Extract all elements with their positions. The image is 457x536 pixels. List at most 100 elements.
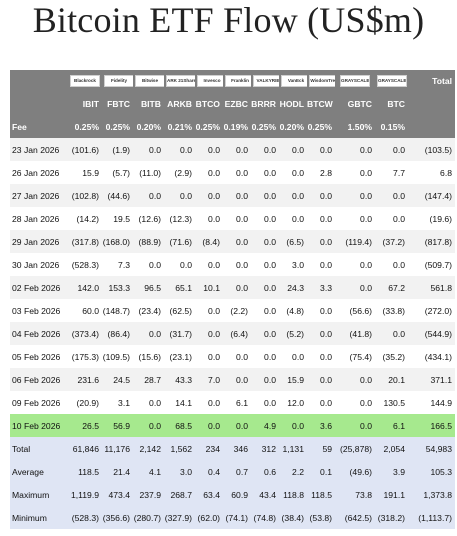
ticker-header: HODL (279, 92, 307, 116)
value-cell: 1,119.9 (68, 483, 102, 506)
value-cell: (528.3) (68, 506, 102, 529)
value-cell: 0.6 (251, 460, 279, 483)
table-row: 23 Jan 2026 (101.6) (1.9) 0.0 0.0 0.0 0.0 0.0 0.… (10, 138, 455, 161)
value-cell: 0.0 (393, 259, 405, 270)
bitwise-logo: Bitwise (135, 75, 164, 87)
ticker-header: BTCW (307, 92, 335, 116)
value-cell: 6.1 (236, 397, 248, 408)
ticker-header: GBTC (335, 92, 375, 116)
ticker-header: BRRR (251, 92, 279, 116)
value-cell: 0.0 (292, 351, 304, 362)
value-cell: (38.4) (279, 506, 307, 529)
value-cell: 26.5 (68, 414, 102, 437)
table-row: 06 Feb 2026 231.6 24.5 28.7 43.3 7.0 0.0 0.0 15.… (10, 368, 455, 391)
valkyrie-logo: VALKYRIE (253, 75, 279, 87)
invesco-logo: Invesco (197, 75, 223, 87)
value-cell: 0.0 (195, 322, 223, 345)
value-cell: (2.9) (174, 167, 192, 178)
value-cell: 231.6 (68, 368, 102, 391)
value-cell: (71.6) (164, 230, 195, 253)
value-cell: 0.0 (360, 167, 372, 178)
fee-cell: 0.19% (223, 116, 251, 138)
value-cell: 0.0 (195, 184, 223, 207)
table-row: 02 Feb 2026 142.0 153.3 96.5 65.1 10.1 0.0 0.0 2… (10, 276, 455, 299)
fee-cell: 0.15% (375, 116, 408, 138)
value-cell: 60.0 (82, 305, 99, 316)
value-cell: (19.6) (429, 213, 452, 224)
value-cell: (317.8) (68, 230, 102, 253)
value-cell: (2.2) (230, 305, 248, 316)
value-cell: (49.6) (335, 460, 375, 483)
value-cell: 59 (307, 437, 335, 460)
value-cell: (103.5) (408, 138, 455, 161)
value-cell: 60.9 (223, 483, 251, 506)
value-cell: 0.0 (251, 276, 279, 299)
value-cell: 6.1 (375, 414, 408, 437)
value-cell: (8.4) (195, 230, 223, 253)
fee-cell: 0.20% (279, 116, 307, 138)
ticker-header: ARKB (164, 92, 195, 116)
fee-cell: 1.50% (335, 116, 375, 138)
value-cell: 7.3 (118, 259, 130, 270)
value-cell: (41.8) (335, 322, 375, 345)
value-cell: 130.5 (383, 397, 405, 408)
value-cell: 2.8 (320, 167, 332, 178)
value-cell: 56.9 (102, 414, 133, 437)
value-cell: 0.0 (375, 184, 408, 207)
value-cell: 10.1 (195, 276, 223, 299)
value-cell: (20.9) (76, 397, 99, 408)
value-cell: (168.0) (102, 230, 133, 253)
value-cell: 0.0 (180, 259, 192, 270)
fee-cell: 0.20% (133, 116, 164, 138)
value-cell: 61,846 (68, 437, 102, 460)
value-cell: 0.0 (264, 167, 276, 178)
value-cell: 0.0 (133, 322, 164, 345)
value-cell: 4.1 (133, 460, 164, 483)
value-cell: 0.0 (236, 259, 248, 270)
value-cell: 0.0 (320, 397, 332, 408)
value-cell: 0.0 (375, 138, 408, 161)
value-cell: 0.0 (223, 276, 251, 299)
value-cell: (12.6) (138, 213, 161, 224)
value-cell: 96.5 (133, 276, 164, 299)
value-cell: (33.8) (382, 305, 405, 316)
value-cell: 0.0 (195, 138, 223, 161)
table-row: 27 Jan 2026 (102.8) (44.6) 0.0 0.0 0.0 0.0 0.0 0… (10, 184, 455, 207)
value-cell: (147.4) (408, 184, 455, 207)
value-cell: (102.8) (68, 184, 102, 207)
stat-label: Minimum (10, 506, 68, 529)
value-cell: (74.8) (251, 506, 279, 529)
fee-cell (408, 116, 455, 138)
logo-row: Blackrock Fidelity Bitwise ARK 21Shares … (10, 70, 455, 92)
value-cell: 0.0 (292, 213, 304, 224)
value-cell: 1,562 (164, 437, 195, 460)
value-cell: 20.1 (375, 368, 408, 391)
table-row: 29 Jan 2026 (317.8) (168.0) (88.9) (71.6) (8.… (10, 230, 455, 253)
ticker-header: BTCO (195, 92, 223, 116)
fee-row: Fee 0.25% 0.25% 0.20% 0.21% 0.25% 0.19% … (10, 116, 455, 138)
value-cell: 0.0 (251, 138, 279, 161)
fee-cell: 0.25% (68, 116, 102, 138)
value-cell: 28.7 (133, 368, 164, 391)
value-cell: (23.1) (169, 351, 192, 362)
stat-row: Total 61,846 11,176 2,142 1,562 234 346 312 1,13… (10, 437, 455, 460)
value-cell: 3.0 (292, 259, 304, 270)
table-row: 03 Feb 2026 60.0 (148.7) (23.4) (62.5) 0.0 (2.… (10, 299, 455, 322)
value-cell: 0.0 (335, 368, 375, 391)
date-cell: 23 Jan 2026 (10, 138, 68, 161)
value-cell: (280.7) (133, 506, 164, 529)
fidelity-logo: Fidelity (104, 75, 133, 87)
value-cell: 0.0 (264, 305, 276, 316)
value-cell: 1,131 (279, 437, 307, 460)
ticker-row: IBIT FBTC BITB ARKB BTCO EZBC BRRR HODL … (10, 92, 455, 116)
value-cell: (5.7) (112, 167, 130, 178)
value-cell: 166.5 (408, 414, 455, 437)
value-cell: 3.3 (307, 276, 335, 299)
value-cell: 15.9 (82, 167, 99, 178)
value-cell: 0.0 (264, 397, 276, 408)
value-cell: (1,113.7) (408, 506, 455, 529)
fee-cell: 0.25% (195, 116, 223, 138)
ticker-header: BITB (133, 92, 164, 116)
fee-cell: 0.25% (251, 116, 279, 138)
value-cell: 0.0 (279, 138, 307, 161)
